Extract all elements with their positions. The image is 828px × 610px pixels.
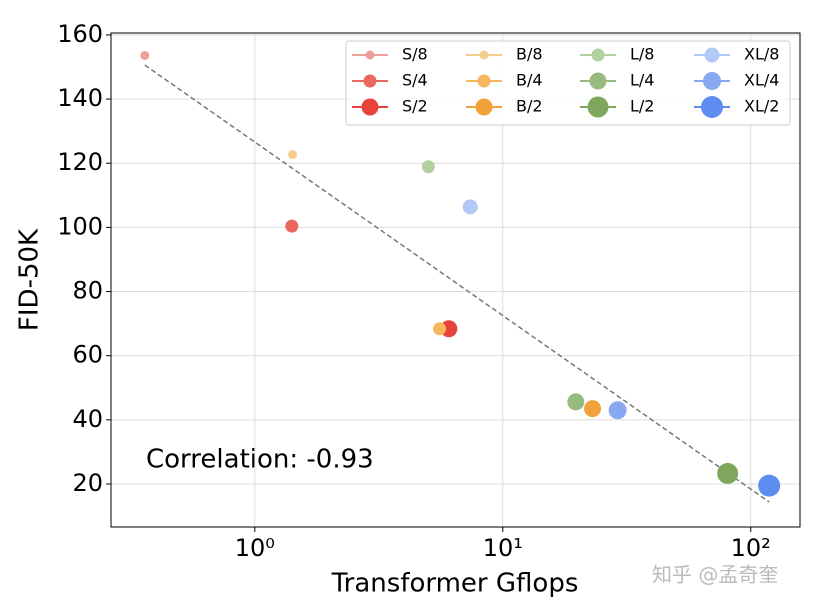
annotation: Correlation: -0.93 [146,445,374,475]
legend-label: B/2 [516,97,543,116]
legend-marker [475,98,493,116]
legend-label: S/2 [402,97,428,116]
legend-marker [477,74,491,88]
legend-marker [363,74,377,88]
point [567,393,585,411]
point [421,160,435,174]
point [584,400,602,418]
point [717,462,739,484]
plot-frame [110,32,801,528]
legend-marker [365,50,375,60]
y-tick-label: 20 [72,469,103,497]
point [285,219,299,233]
y-tick-label: 60 [72,341,103,369]
point [440,320,458,338]
y-axis-label: FID-50K [15,228,45,331]
y-tick-label: 100 [57,212,103,240]
point [462,199,478,215]
legend-marker [479,50,489,60]
legend-marker [361,98,379,116]
y-tick-label: 80 [72,277,103,305]
y-tick-label: 160 [57,20,103,48]
legend-label: B/4 [516,71,543,90]
legend-label: L/2 [630,97,654,116]
legend-box [345,40,791,126]
x-axis-label: Transformer Gflops [331,569,579,599]
legend-marker [704,47,720,63]
legend-marker [701,96,723,118]
watermark: 知乎 @孟奇奎 [652,563,778,587]
point [140,50,150,60]
legend-label: XL/4 [744,71,779,90]
fit-line [144,64,770,503]
legend-label: S/4 [402,71,428,90]
legend-label: S/8 [402,45,428,64]
y-tick-label: 140 [57,84,103,112]
point [288,150,298,160]
x-tick-label: 10¹ [483,534,523,562]
legend-label: L/4 [630,71,654,90]
y-tick-label: 40 [72,405,103,433]
legend-marker [591,48,605,62]
x-tick-label: 10² [731,534,771,562]
legend-marker [587,96,609,118]
point [758,474,781,497]
legend-label: L/8 [630,45,654,64]
legend-marker [703,72,721,90]
legend-label: XL/2 [744,97,779,116]
legend-label: B/8 [516,45,543,64]
point [433,322,447,336]
legend-marker [589,72,607,90]
x-tick-label: 10⁰ [235,534,275,562]
legend-label: XL/8 [744,45,779,64]
point [608,401,627,420]
y-tick-label: 120 [57,148,103,176]
